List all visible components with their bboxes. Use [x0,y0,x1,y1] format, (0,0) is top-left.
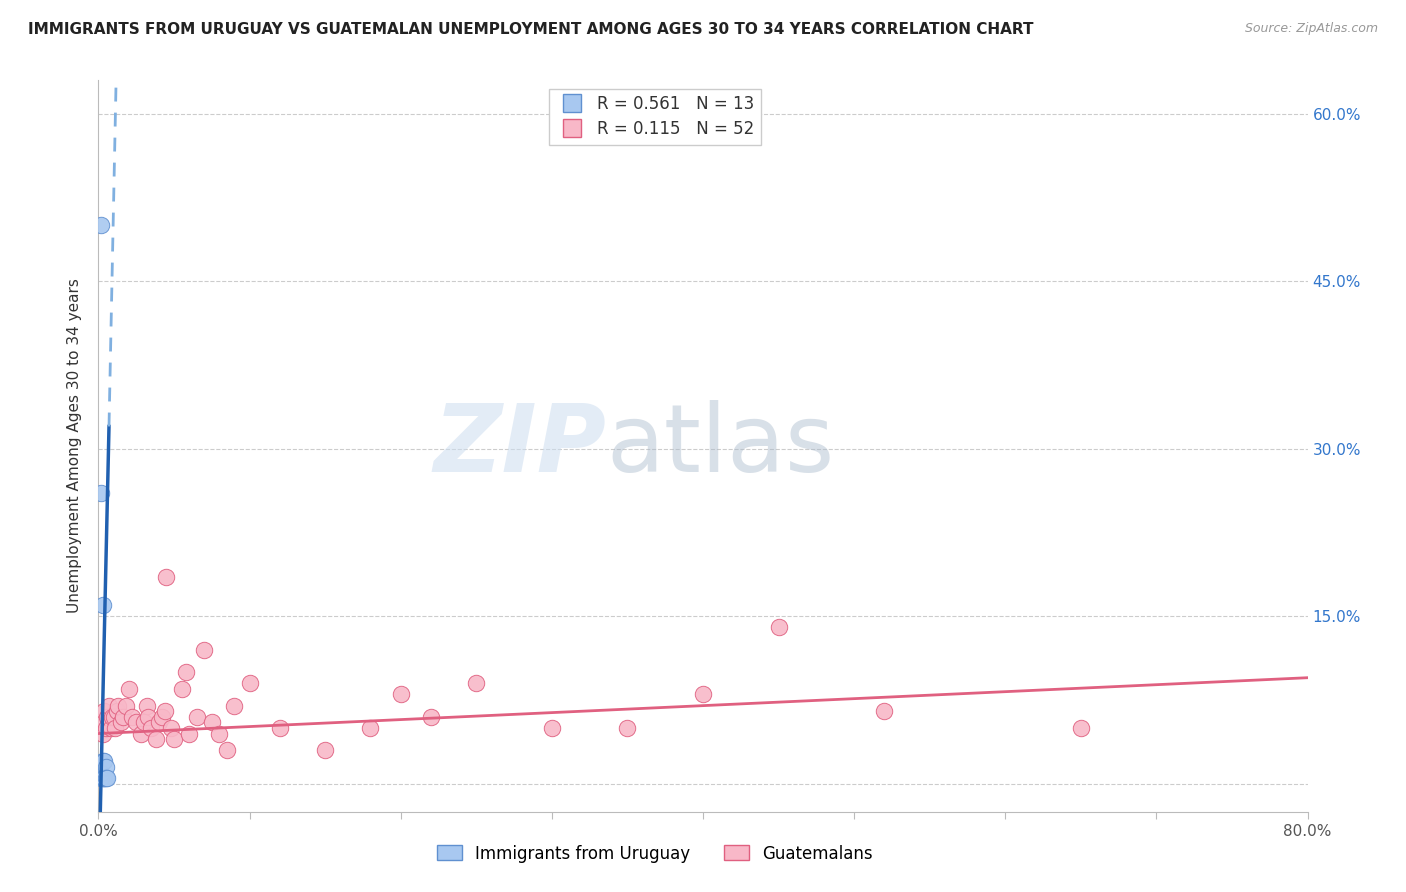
Point [93,771,115,785]
Text: ZIP: ZIP [433,400,606,492]
Y-axis label: Unemployment Among Ages 30 to 34 years: Unemployment Among Ages 30 to 34 years [67,278,83,614]
Point [136,710,159,724]
Point [132,715,155,730]
Point [145,732,167,747]
Point [616,721,638,735]
Point [148,715,170,730]
Point [90,219,112,233]
Point [420,710,443,724]
Point [1070,721,1092,735]
Point [360,721,382,735]
Point [215,743,238,757]
Point [94,721,117,735]
Point [239,676,262,690]
Point [90,765,112,780]
Legend: Immigrants from Uruguay, Guatemalans: Immigrants from Uruguay, Guatemalans [430,838,879,869]
Point [125,715,148,730]
Point [160,721,183,735]
Point [141,721,163,735]
Point [94,760,117,774]
Point [121,710,143,724]
Point [94,771,117,785]
Point [105,704,128,718]
Point [93,755,115,769]
Point [179,726,201,740]
Point [153,704,176,718]
Point [91,755,114,769]
Point [90,715,112,730]
Point [96,710,118,724]
Point [129,726,152,740]
Point [768,620,790,634]
Point [193,642,215,657]
Point [100,721,122,735]
Point [91,726,114,740]
Point [93,771,115,785]
Point [135,698,157,713]
Point [90,486,112,500]
Point [101,710,124,724]
Point [114,698,136,713]
Point [201,715,224,730]
Point [118,681,141,696]
Text: Source: ZipAtlas.com: Source: ZipAtlas.com [1244,22,1378,36]
Point [110,715,132,730]
Point [107,698,129,713]
Point [91,771,114,785]
Point [465,676,488,690]
Point [111,710,134,724]
Text: IMMIGRANTS FROM URUGUAY VS GUATEMALAN UNEMPLOYMENT AMONG AGES 30 TO 34 YEARS COR: IMMIGRANTS FROM URUGUAY VS GUATEMALAN UN… [28,22,1033,37]
Point [269,721,291,735]
Point [224,698,246,713]
Point [98,698,121,713]
Point [174,665,197,680]
Point [170,681,193,696]
Text: atlas: atlas [606,400,835,492]
Point [186,710,208,724]
Point [91,598,114,612]
Point [155,570,177,584]
Point [93,704,115,718]
Point [163,732,186,747]
Point [90,771,112,785]
Point [389,688,412,702]
Point [208,726,231,740]
Point [540,721,562,735]
Point [692,688,714,702]
Point [103,710,125,724]
Point [96,771,118,785]
Point [104,721,127,735]
Point [150,710,173,724]
Point [873,704,896,718]
Point [314,743,336,757]
